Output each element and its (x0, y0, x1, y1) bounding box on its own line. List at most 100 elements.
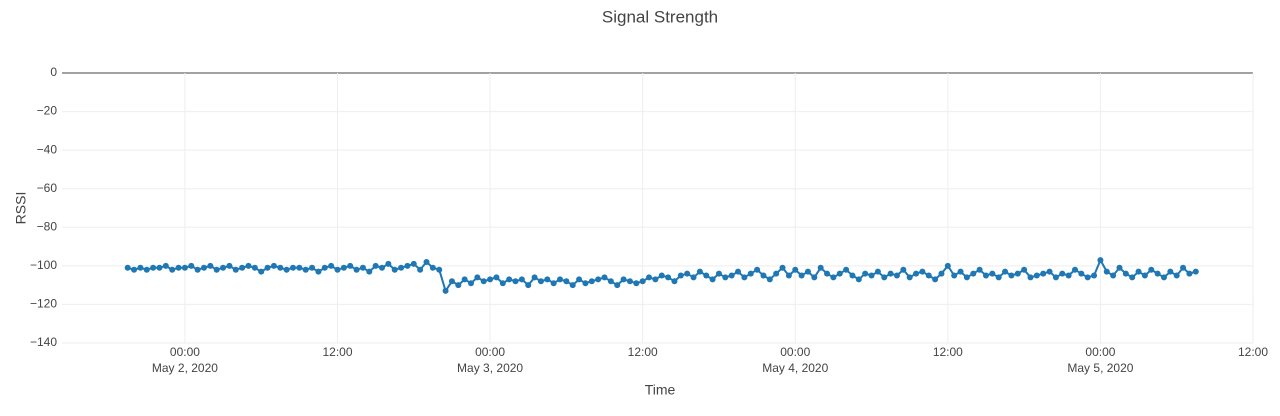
marker (785, 272, 792, 279)
marker (302, 266, 309, 273)
marker (315, 268, 322, 275)
marker (633, 280, 640, 287)
marker (334, 266, 341, 273)
marker (448, 278, 455, 285)
x-tick-label: May 4, 2020 (762, 361, 828, 375)
marker (843, 266, 850, 273)
marker (741, 274, 748, 281)
marker (296, 264, 303, 271)
marker (270, 262, 277, 269)
marker (855, 276, 862, 283)
marker (779, 264, 786, 271)
marker (251, 264, 258, 271)
marker (1078, 270, 1085, 277)
marker (817, 264, 824, 271)
marker (906, 274, 913, 281)
marker (932, 276, 939, 283)
marker (309, 264, 316, 271)
marker (461, 276, 468, 283)
marker (512, 278, 519, 285)
x-tick-label: 00:00 (475, 345, 505, 359)
marker (506, 276, 513, 283)
y-tick-label: −60 (37, 181, 58, 195)
marker (487, 276, 494, 283)
marker (131, 266, 138, 273)
marker (1135, 268, 1142, 275)
marker (1027, 274, 1034, 281)
marker (258, 268, 265, 275)
marker (735, 268, 742, 275)
marker (1014, 270, 1021, 277)
marker (169, 266, 176, 273)
marker (995, 274, 1002, 281)
marker (1141, 272, 1148, 279)
marker (582, 280, 589, 287)
marker (887, 270, 894, 277)
marker (862, 270, 869, 277)
marker (385, 260, 392, 267)
x-tick-label: 12:00 (322, 345, 352, 359)
marker (804, 268, 811, 275)
x-tick-label: 00:00 (170, 345, 200, 359)
marker (989, 270, 996, 277)
marker (588, 278, 595, 285)
marker (1046, 268, 1053, 275)
marker (601, 274, 608, 281)
marker (359, 264, 366, 271)
marker (442, 287, 449, 294)
marker (124, 264, 131, 271)
marker (798, 272, 805, 279)
marker (150, 264, 157, 271)
marker (646, 274, 653, 281)
marker (213, 266, 220, 273)
marker (1122, 270, 1129, 277)
chart-title: Signal Strength (602, 7, 718, 26)
marker (366, 268, 373, 275)
marker (792, 266, 799, 273)
marker (499, 280, 506, 287)
marker (766, 276, 773, 283)
marker (963, 274, 970, 281)
marker (569, 282, 576, 289)
marker (900, 266, 907, 273)
marker (455, 282, 462, 289)
x-tick-label: 00:00 (1085, 345, 1115, 359)
x-tick-label: May 2, 2020 (152, 361, 218, 375)
marker (1091, 272, 1098, 279)
marker (468, 280, 475, 287)
marker (557, 276, 564, 283)
marker (417, 266, 424, 273)
marker (709, 276, 716, 283)
marker (232, 266, 239, 273)
marker (1110, 272, 1117, 279)
marker (874, 268, 881, 275)
marker (1148, 266, 1155, 273)
marker (722, 274, 729, 281)
marker (970, 270, 977, 277)
marker (379, 264, 386, 271)
marker (391, 266, 398, 273)
marker (1173, 272, 1180, 279)
y-tick-label: −140 (30, 335, 57, 349)
marker (550, 280, 557, 287)
marker (162, 262, 169, 269)
marker (696, 268, 703, 275)
marker (207, 262, 214, 269)
marker (614, 282, 621, 289)
x-tick-label: 00:00 (780, 345, 810, 359)
x-tick-label: 12:00 (1238, 345, 1268, 359)
marker (747, 270, 754, 277)
marker (194, 266, 201, 273)
marker (544, 276, 551, 283)
marker (944, 262, 951, 269)
marker (1040, 270, 1047, 277)
marker (372, 262, 379, 269)
marker (175, 264, 182, 271)
marker (836, 270, 843, 277)
marker (868, 272, 875, 279)
marker (404, 262, 411, 269)
marker (398, 264, 405, 271)
marker (353, 266, 360, 273)
marker (264, 264, 271, 271)
grid (62, 72, 1254, 344)
